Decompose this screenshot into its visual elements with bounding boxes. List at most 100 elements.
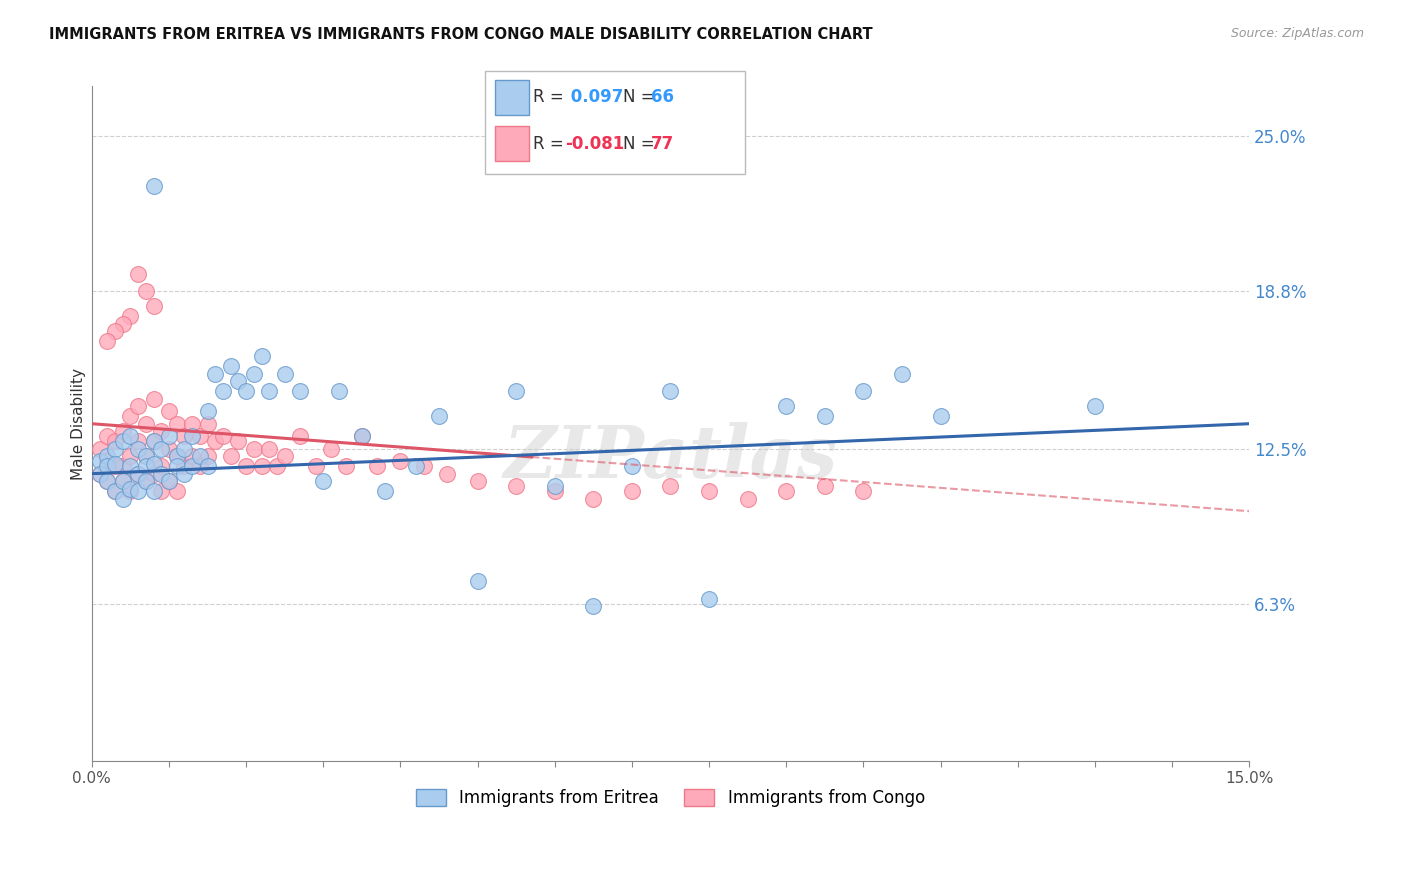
Point bbox=[135, 285, 157, 299]
Point bbox=[219, 359, 242, 374]
Text: 77: 77 bbox=[651, 135, 675, 153]
Point bbox=[266, 459, 288, 474]
Point bbox=[120, 482, 142, 496]
Point bbox=[89, 442, 111, 456]
Point bbox=[697, 484, 720, 499]
Point bbox=[104, 324, 127, 338]
Point bbox=[120, 484, 142, 499]
Point bbox=[142, 179, 165, 194]
Point bbox=[505, 479, 527, 493]
Point bbox=[96, 429, 118, 443]
Point bbox=[104, 484, 127, 499]
Text: 0.097: 0.097 bbox=[565, 88, 624, 106]
Text: N =: N = bbox=[623, 135, 659, 153]
Point bbox=[243, 442, 266, 456]
Point bbox=[467, 574, 489, 589]
Point bbox=[288, 384, 311, 399]
Point bbox=[319, 442, 342, 456]
Point bbox=[697, 591, 720, 606]
Point bbox=[620, 459, 643, 474]
Point bbox=[204, 434, 226, 449]
Point bbox=[188, 449, 211, 463]
Point bbox=[104, 459, 127, 474]
Point bbox=[312, 474, 335, 488]
Point bbox=[135, 474, 157, 488]
Point bbox=[150, 442, 173, 456]
Point bbox=[166, 449, 188, 463]
Point bbox=[89, 454, 111, 468]
Point bbox=[775, 484, 797, 499]
Point bbox=[228, 434, 250, 449]
Point bbox=[350, 429, 373, 443]
Point bbox=[135, 474, 157, 488]
Point bbox=[120, 459, 142, 474]
Point bbox=[150, 484, 173, 499]
Point bbox=[505, 384, 527, 399]
Point bbox=[150, 459, 173, 474]
Point bbox=[366, 459, 388, 474]
Point bbox=[389, 454, 412, 468]
Point bbox=[219, 449, 242, 463]
Point bbox=[135, 449, 157, 463]
Point bbox=[111, 474, 134, 488]
Point bbox=[104, 457, 127, 471]
Point bbox=[929, 409, 952, 424]
Point bbox=[467, 474, 489, 488]
Point bbox=[259, 384, 281, 399]
Point bbox=[304, 459, 326, 474]
Point bbox=[89, 467, 111, 481]
Point bbox=[250, 349, 273, 363]
Point bbox=[127, 399, 149, 413]
Point bbox=[142, 392, 165, 406]
Point bbox=[111, 459, 134, 474]
Point bbox=[852, 484, 875, 499]
Text: -0.081: -0.081 bbox=[565, 135, 624, 153]
Point bbox=[814, 479, 837, 493]
Point bbox=[157, 442, 180, 456]
Point bbox=[197, 404, 219, 418]
Point bbox=[273, 367, 295, 381]
Text: N =: N = bbox=[623, 88, 659, 106]
Point bbox=[235, 459, 257, 474]
Point bbox=[120, 310, 142, 324]
Point bbox=[243, 367, 266, 381]
Point bbox=[188, 459, 211, 474]
Point bbox=[89, 467, 111, 481]
Point bbox=[166, 484, 188, 499]
Point bbox=[127, 442, 149, 456]
Point bbox=[135, 449, 157, 463]
Point bbox=[127, 434, 149, 449]
Point bbox=[127, 484, 149, 499]
Point bbox=[374, 484, 396, 499]
Point bbox=[142, 484, 165, 499]
Point bbox=[204, 367, 226, 381]
Point bbox=[120, 449, 142, 463]
Point bbox=[127, 467, 149, 481]
Point bbox=[111, 317, 134, 331]
Point bbox=[111, 474, 134, 488]
Point bbox=[197, 459, 219, 474]
Point bbox=[412, 459, 434, 474]
Point bbox=[157, 474, 180, 488]
Point bbox=[104, 484, 127, 499]
Point bbox=[142, 299, 165, 313]
Point bbox=[173, 467, 195, 481]
Text: ZIPatlas: ZIPatlas bbox=[503, 422, 838, 493]
Point bbox=[96, 474, 118, 488]
Point bbox=[197, 417, 219, 431]
Point bbox=[1084, 399, 1107, 413]
Point bbox=[135, 417, 157, 431]
Point bbox=[173, 429, 195, 443]
Point bbox=[212, 429, 235, 443]
Point bbox=[142, 434, 165, 449]
Point bbox=[405, 459, 427, 474]
Point bbox=[181, 417, 204, 431]
Point bbox=[157, 404, 180, 418]
Point bbox=[135, 459, 157, 474]
Point bbox=[335, 459, 357, 474]
Point bbox=[890, 367, 912, 381]
Point bbox=[814, 409, 837, 424]
Point bbox=[142, 434, 165, 449]
Y-axis label: Male Disability: Male Disability bbox=[72, 368, 86, 480]
Point bbox=[104, 442, 127, 456]
